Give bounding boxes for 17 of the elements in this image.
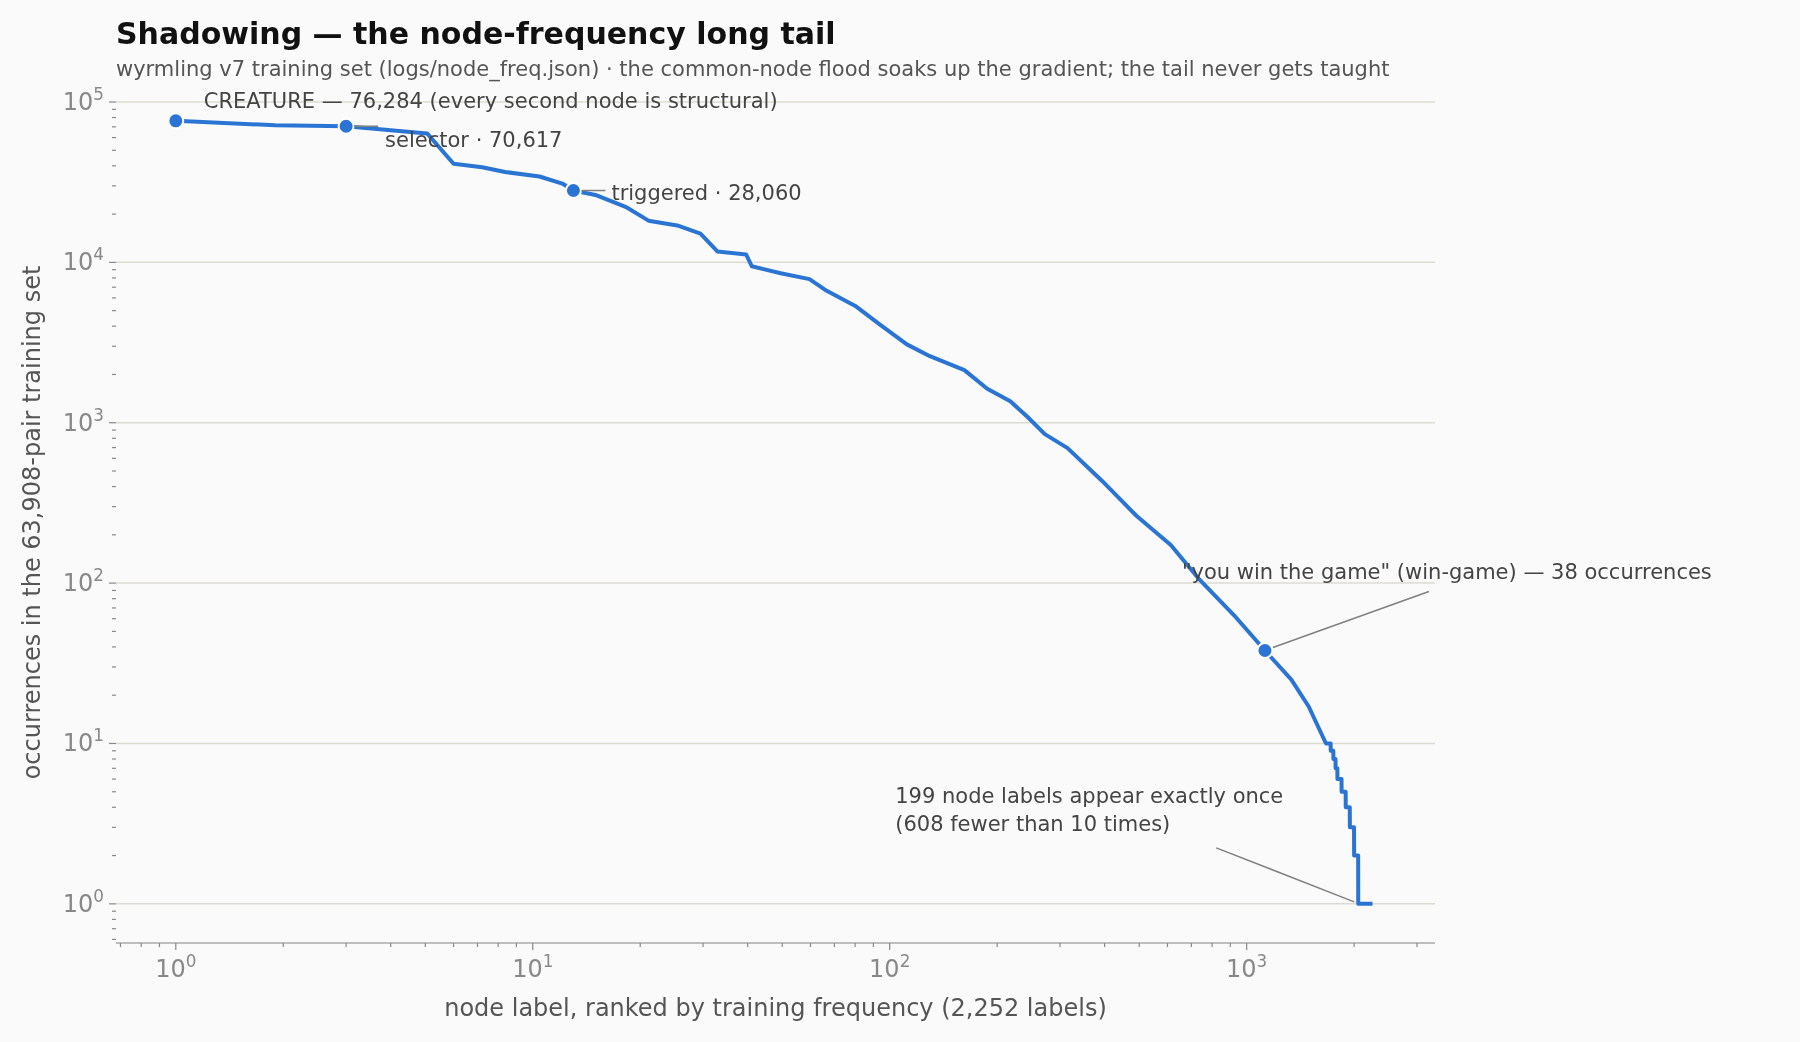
x-tick-label: 10$^{2}$ [869,951,911,983]
x-axis-title: node label, ranked by training frequency (2,252 labels) [444,994,1107,1022]
y-axis-title: occurrences in the 63,908-pair training set [18,265,46,780]
x-tick-label: 10$^{1}$ [512,951,554,983]
annotation: triggered · 28,060 [611,180,802,205]
x-tick-label: 10$^{0}$ [155,951,197,983]
x-tick-label: 10$^{3}$ [1226,951,1268,983]
annotation: 199 node labels appear exactly once (608 fewer than 10 times) [895,783,1284,836]
y-tick-label: 10$^{4}$ [62,244,104,277]
y-tick-label: 10$^{5}$ [62,84,104,116]
y-tick-label: 10$^{1}$ [62,725,104,758]
y-tick-label: 10$^{2}$ [62,565,104,598]
chart-subtitle: wyrmling v7 training set (logs/node_freq.json) · the common-node flood soaks up the gradient; the tail never gets taught [116,57,1390,82]
y-tick-label: 10$^{0}$ [62,885,104,918]
y-tick-label: 10$^{3}$ [62,404,104,437]
annotation: CREATURE — 76,284 (every second node is structural) [203,88,778,113]
chart-title: Shadowing — the node-frequency long tail [116,16,836,51]
